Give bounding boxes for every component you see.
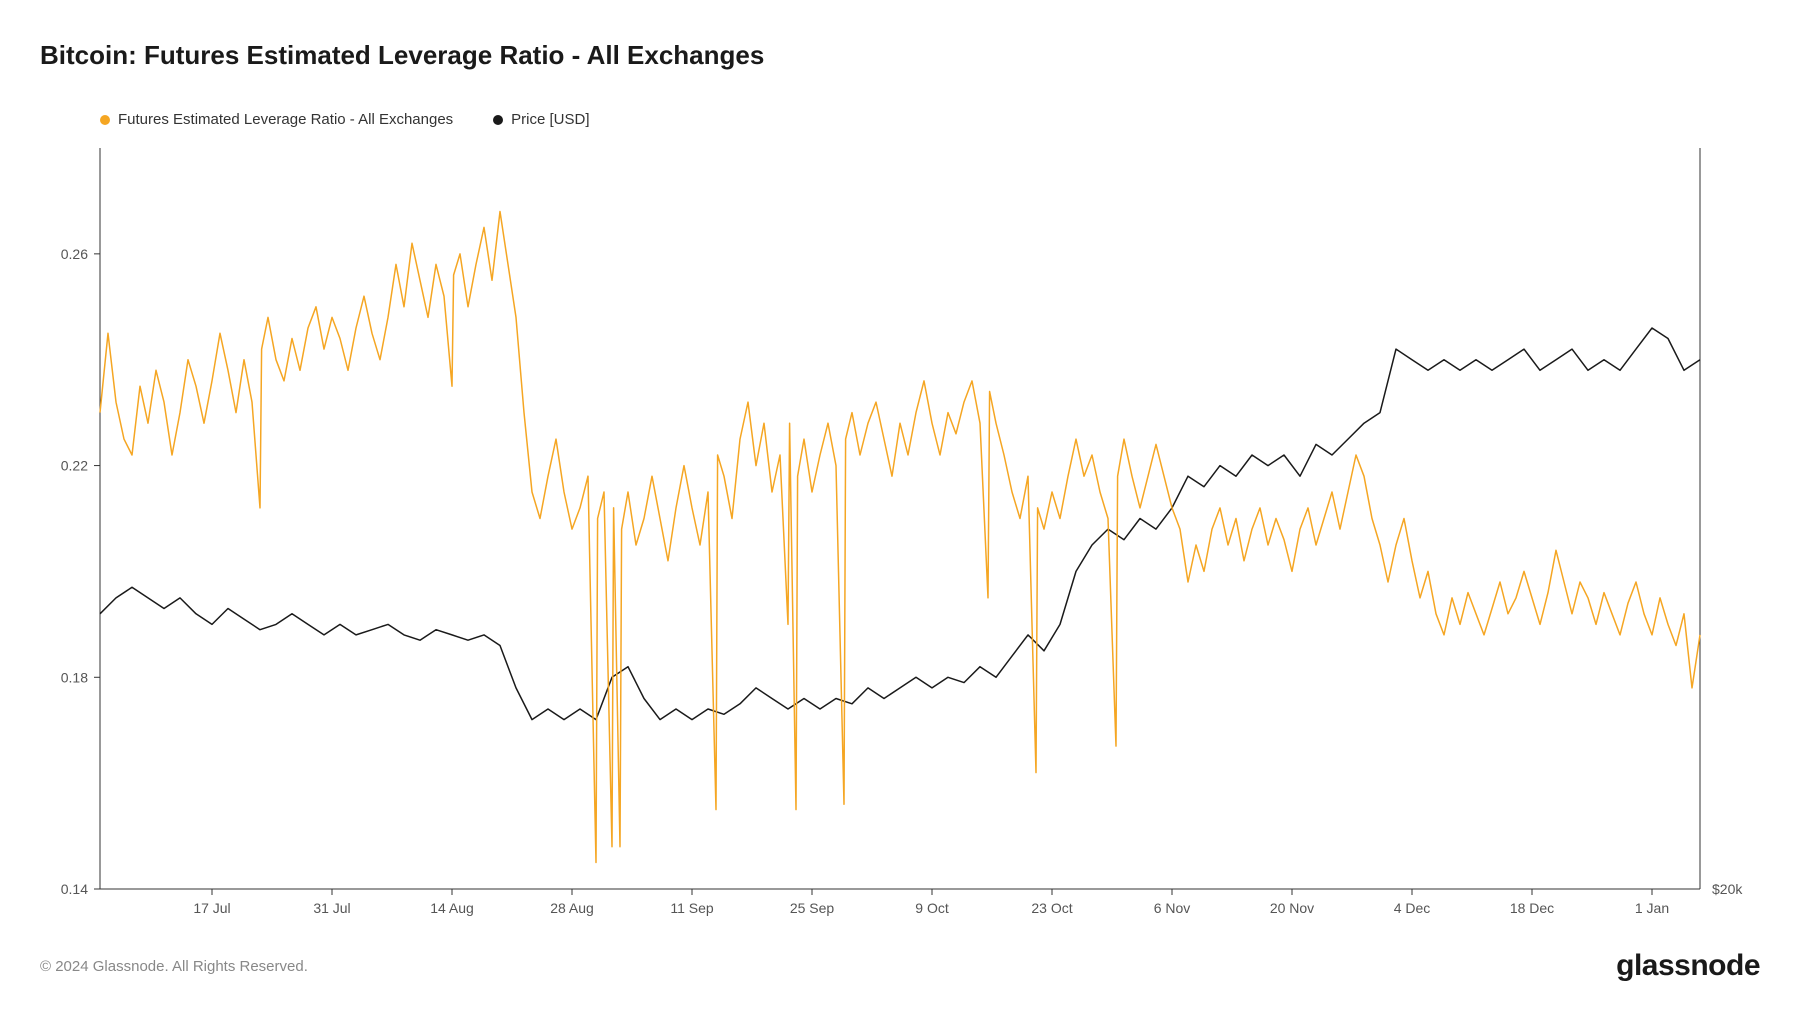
- svg-text:14 Aug: 14 Aug: [430, 900, 474, 916]
- legend-item-price: Price [USD]: [493, 111, 589, 128]
- svg-text:6 Nov: 6 Nov: [1154, 900, 1191, 916]
- svg-text:0.26: 0.26: [61, 246, 88, 262]
- svg-text:31 Jul: 31 Jul: [313, 900, 350, 916]
- copyright-text: © 2024 Glassnode. All Rights Reserved.: [40, 958, 308, 975]
- svg-text:4 Dec: 4 Dec: [1394, 900, 1431, 916]
- svg-text:$20k: $20k: [1712, 881, 1743, 897]
- svg-text:0.14: 0.14: [61, 881, 88, 897]
- svg-text:11 Sep: 11 Sep: [670, 900, 714, 916]
- legend-swatch-price: [493, 115, 503, 125]
- footer: © 2024 Glassnode. All Rights Reserved. g…: [40, 949, 1760, 983]
- legend-label-leverage: Futures Estimated Leverage Ratio - All E…: [118, 111, 453, 128]
- legend-label-price: Price [USD]: [511, 111, 589, 128]
- chart-svg: 0.14 0.18 0.22 0.26 $20k 17 Jul 31 Jul 14 Aug 28…: [40, 138, 1760, 929]
- svg-text:1 Jan: 1 Jan: [1635, 900, 1669, 916]
- brand-logo: glassnode: [1616, 949, 1760, 983]
- legend: Futures Estimated Leverage Ratio - All E…: [100, 111, 1760, 128]
- svg-text:0.22: 0.22: [61, 458, 88, 474]
- svg-text:9 Oct: 9 Oct: [915, 900, 949, 916]
- svg-text:23 Oct: 23 Oct: [1031, 900, 1072, 916]
- svg-text:17 Jul: 17 Jul: [193, 900, 230, 916]
- svg-text:20 Nov: 20 Nov: [1270, 900, 1314, 916]
- svg-text:25 Sep: 25 Sep: [790, 900, 835, 916]
- legend-swatch-leverage: [100, 115, 110, 125]
- svg-text:28 Aug: 28 Aug: [550, 900, 594, 916]
- chart-title: Bitcoin: Futures Estimated Leverage Rati…: [40, 40, 1760, 71]
- svg-text:0.18: 0.18: [61, 669, 88, 685]
- chart-plot-area: 0.14 0.18 0.22 0.26 $20k 17 Jul 31 Jul 14 Aug 28…: [40, 138, 1760, 929]
- svg-text:18 Dec: 18 Dec: [1510, 900, 1554, 916]
- legend-item-leverage: Futures Estimated Leverage Ratio - All E…: [100, 111, 453, 128]
- chart-container: Bitcoin: Futures Estimated Leverage Rati…: [0, 0, 1800, 1013]
